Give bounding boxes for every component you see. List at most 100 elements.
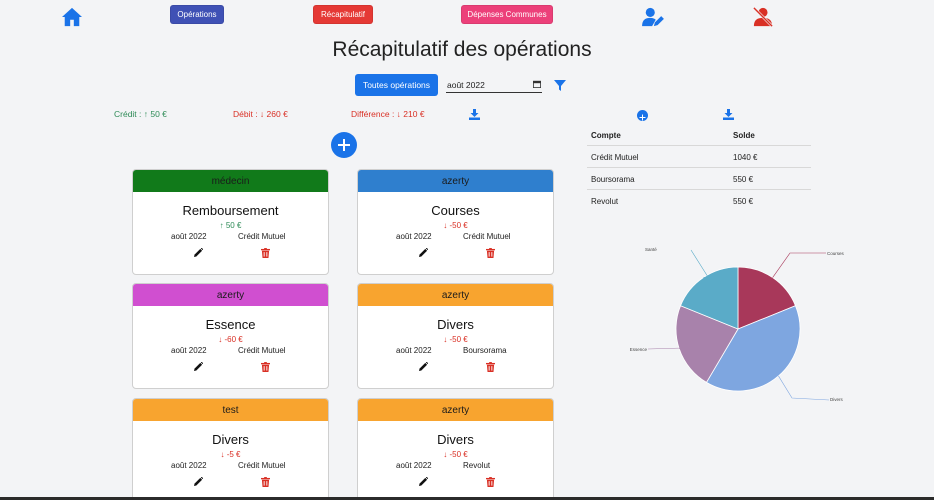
header-compte: Compte [591, 131, 621, 140]
operation-card: test Divers ↓ -5 € août 2022 Crédit Mutuel [132, 398, 329, 500]
user-slash-icon[interactable] [752, 7, 774, 27]
account-balance: 550 € [733, 197, 754, 206]
pie-label: Essence [630, 347, 648, 352]
card-actions [133, 362, 328, 374]
pencil-icon[interactable] [194, 248, 203, 257]
card-account: Crédit Mutuel [238, 232, 286, 241]
card-category: azerty [358, 399, 553, 421]
month-value: août 2022 [447, 79, 485, 90]
debit-summary: Débit : ↓ 260 € [233, 109, 288, 119]
category-label: azerty [441, 289, 470, 301]
pie-leader-line [778, 375, 830, 401]
download-accounts-icon[interactable] [723, 109, 734, 120]
user-edit-icon[interactable] [642, 7, 664, 27]
pie-slice-sante[interactable] [680, 266, 739, 330]
card-title: Divers [212, 432, 249, 447]
table-row: Revolut 550 € [587, 190, 811, 212]
card-actions [358, 248, 553, 260]
all-operations-button[interactable]: Toutes opérations [355, 74, 438, 96]
credit-summary: Crédit : ↑ 50 € [114, 109, 167, 119]
plus-icon [338, 139, 350, 151]
category-label: médecin [211, 175, 250, 187]
card-title: Courses [431, 203, 480, 218]
pie-leader-line [772, 252, 826, 278]
pencil-icon[interactable] [419, 362, 428, 371]
card-account: Crédit Mutuel [238, 461, 286, 470]
expenses-pie-chart: Courses Divers Essence Santé [630, 247, 845, 402]
card-amount: ↓ -50 € [443, 450, 468, 459]
table-row: Boursorama 550 € [587, 168, 811, 190]
card-amount: ↓ -60 € [218, 335, 243, 344]
pie-slice-essence[interactable] [675, 305, 739, 383]
card-account: Boursorama [463, 346, 507, 355]
card-date: août 2022 [171, 232, 207, 241]
card-date: août 2022 [396, 346, 432, 355]
category-label: azerty [441, 175, 470, 187]
header-solde: Solde [733, 131, 755, 140]
card-date: août 2022 [396, 461, 432, 470]
trash-icon[interactable] [486, 362, 495, 372]
nav-operations-button[interactable]: Opérations [170, 5, 224, 24]
pencil-icon[interactable] [419, 248, 428, 257]
card-meta: août 2022 Crédit Mutuel [358, 232, 553, 244]
card-category: azerty [358, 284, 553, 306]
card-account: Revolut [463, 461, 491, 470]
card-actions [358, 477, 553, 489]
card-amount: ↑ 50 € [219, 221, 242, 230]
card-account: Crédit Mutuel [238, 346, 286, 355]
card-amount: ↓ -50 € [443, 335, 468, 344]
pencil-icon[interactable] [419, 477, 428, 486]
month-input[interactable]: août 2022 [446, 77, 542, 93]
card-actions [133, 248, 328, 260]
card-title: Divers [437, 317, 474, 332]
card-date: août 2022 [396, 232, 432, 241]
category-label: azerty [216, 289, 245, 301]
card-title: Remboursement [182, 203, 279, 218]
card-category: azerty [133, 284, 328, 306]
pie-label: Santé [645, 247, 657, 252]
account-balance: 1040 € [733, 153, 758, 162]
card-title: Essence [205, 317, 256, 332]
card-date: août 2022 [171, 461, 207, 470]
operation-card: azerty Divers ↓ -50 € août 2022 Revolut [357, 398, 554, 500]
operation-card: azerty Courses ↓ -50 € août 2022 Crédit Mutu… [357, 169, 554, 275]
filter-icon[interactable] [554, 80, 566, 91]
category-label: test [222, 404, 239, 416]
card-meta: août 2022 Boursorama [358, 346, 553, 358]
table-row: Crédit Mutuel 1040 € [587, 146, 811, 168]
plus-icon [639, 114, 646, 121]
card-meta: août 2022 Crédit Mutuel [133, 232, 328, 244]
account-name: Boursorama [591, 175, 635, 184]
card-meta: août 2022 Crédit Mutuel [133, 346, 328, 358]
nav-recap-button[interactable]: Récapitulatif [313, 5, 373, 24]
add-account-button[interactable] [637, 110, 648, 121]
card-meta: août 2022 Crédit Mutuel [133, 461, 328, 473]
pie-label: Courses [827, 251, 845, 256]
category-label: azerty [441, 404, 470, 416]
operation-card: médecin Remboursement ↑ 50 € août 2022 Crédi… [132, 169, 329, 275]
trash-icon[interactable] [261, 362, 270, 372]
top-nav: Opérations Récapitulatif Dépenses Commun… [0, 0, 934, 34]
card-title: Divers [437, 432, 474, 447]
trash-icon[interactable] [261, 248, 270, 258]
trash-icon[interactable] [261, 477, 270, 487]
card-actions [133, 477, 328, 489]
card-amount: ↓ -50 € [443, 221, 468, 230]
trash-icon[interactable] [486, 248, 495, 258]
card-amount: ↓ -5 € [220, 450, 241, 459]
add-operation-button[interactable] [331, 132, 357, 158]
trash-icon[interactable] [486, 477, 495, 487]
pencil-icon[interactable] [194, 477, 203, 486]
home-icon[interactable] [61, 7, 83, 27]
card-category: test [133, 399, 328, 421]
card-account: Crédit Mutuel [463, 232, 511, 241]
nav-depenses-communes-button[interactable]: Dépenses Communes [461, 5, 553, 24]
table-header-row: Compte Solde [587, 124, 811, 146]
calendar-icon[interactable] [533, 80, 541, 88]
account-name: Revolut [591, 197, 619, 206]
card-date: août 2022 [171, 346, 207, 355]
pencil-icon[interactable] [194, 362, 203, 371]
pie-leader-line [690, 249, 709, 278]
download-icon[interactable] [469, 109, 480, 120]
card-category: azerty [358, 170, 553, 192]
